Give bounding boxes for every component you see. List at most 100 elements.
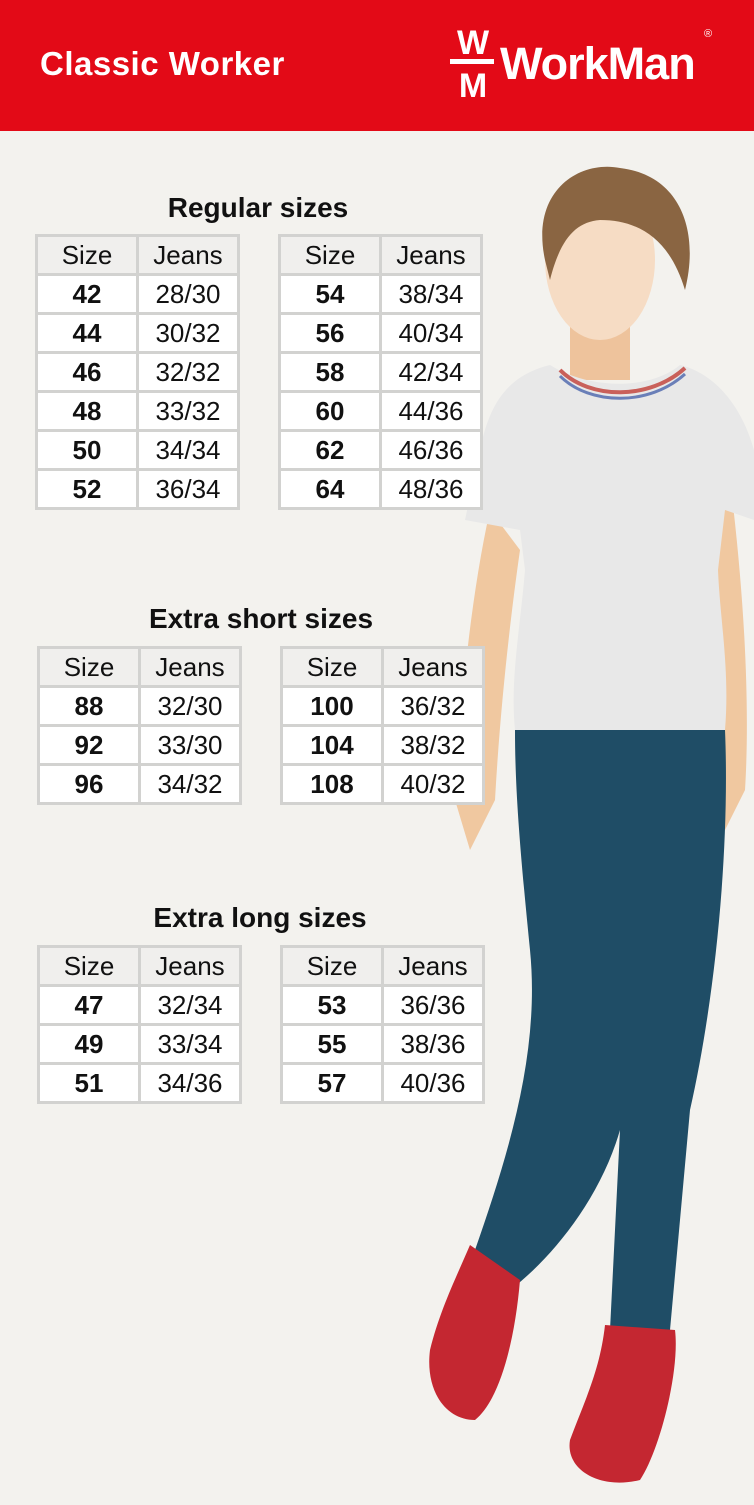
section-title-extra-short: Extra short sizes — [148, 603, 374, 634]
table-row: 54 38/34 — [278, 273, 483, 315]
size-cell: 42 — [35, 273, 139, 315]
size-column-header: Size — [37, 646, 141, 688]
table-row: 53 36/36 — [280, 984, 485, 1026]
table-row: 44 30/32 — [35, 312, 240, 354]
jeans-size-cell: 42/34 — [379, 351, 483, 393]
size-table-regular-2: Size Jeans 54 38/34 56 40/34 58 42/34 60 44/36 62 4… — [278, 234, 483, 510]
size-table-extra-short-1: Size Jeans 88 32/30 92 33/30 96 34/32 — [37, 646, 242, 805]
jeans-size-cell: 33/32 — [136, 390, 240, 432]
table-header-row: Size Jeans — [278, 234, 483, 276]
size-cell: 53 — [280, 984, 384, 1026]
table-row: 47 32/34 — [37, 984, 242, 1026]
size-cell: 44 — [35, 312, 139, 354]
size-column-header: Size — [278, 234, 382, 276]
table-row: 92 33/30 — [37, 724, 242, 766]
size-cell: 62 — [278, 429, 382, 471]
size-cell: 96 — [37, 763, 141, 805]
table-row: 104 38/32 — [280, 724, 485, 766]
table-row: 48 33/32 — [35, 390, 240, 432]
size-cell: 48 — [35, 390, 139, 432]
table-row: 64 48/36 — [278, 468, 483, 510]
jeans-column-header: Jeans — [136, 234, 240, 276]
table-header-row: Size Jeans — [280, 945, 485, 987]
size-cell: 49 — [37, 1023, 141, 1065]
jeans-size-cell: 44/36 — [379, 390, 483, 432]
size-table-extra-short-2: Size Jeans 100 36/32 104 38/32 108 40/32 — [280, 646, 485, 805]
jeans-size-cell: 38/36 — [381, 1023, 485, 1065]
jeans-size-cell: 33/34 — [138, 1023, 242, 1065]
size-cell: 108 — [280, 763, 384, 805]
man-illustration — [400, 150, 754, 1500]
table-row: 49 33/34 — [37, 1023, 242, 1065]
jeans-size-cell: 30/32 — [136, 312, 240, 354]
size-column-header: Size — [35, 234, 139, 276]
size-cell: 50 — [35, 429, 139, 471]
size-cell: 92 — [37, 724, 141, 766]
jeans-size-cell: 36/32 — [381, 685, 485, 727]
table-row: 58 42/34 — [278, 351, 483, 393]
table-row: 100 36/32 — [280, 685, 485, 727]
jeans-size-cell: 36/34 — [136, 468, 240, 510]
size-cell: 55 — [280, 1023, 384, 1065]
size-cell: 58 — [278, 351, 382, 393]
jeans-size-cell: 48/36 — [379, 468, 483, 510]
size-column-header: Size — [280, 646, 384, 688]
table-row: 50 34/34 — [35, 429, 240, 471]
jeans-size-cell: 32/32 — [136, 351, 240, 393]
logo-text: WorkMan — [500, 38, 696, 89]
table-row: 46 32/32 — [35, 351, 240, 393]
table-row: 57 40/36 — [280, 1062, 485, 1104]
table-row: 88 32/30 — [37, 685, 242, 727]
size-cell: 46 — [35, 351, 139, 393]
table-header-row: Size Jeans — [37, 945, 242, 987]
svg-text:M: M — [459, 67, 487, 100]
size-column-header: Size — [280, 945, 384, 987]
svg-text:W: W — [457, 24, 490, 62]
size-table-extra-long-2: Size Jeans 53 36/36 55 38/36 57 40/36 — [280, 945, 485, 1104]
jeans-size-cell: 36/36 — [381, 984, 485, 1026]
size-cell: 56 — [278, 312, 382, 354]
size-cell: 51 — [37, 1062, 141, 1104]
jeans-column-header: Jeans — [381, 945, 485, 987]
table-header-row: Size Jeans — [280, 646, 485, 688]
jeans-size-cell: 40/34 — [379, 312, 483, 354]
jeans-size-cell: 34/36 — [138, 1062, 242, 1104]
jeans-column-header: Jeans — [379, 234, 483, 276]
jeans-size-cell: 38/34 — [379, 273, 483, 315]
size-cell: 60 — [278, 390, 382, 432]
jeans-column-header: Jeans — [138, 646, 242, 688]
size-cell: 104 — [280, 724, 384, 766]
jeans-size-cell: 46/36 — [379, 429, 483, 471]
size-cell: 52 — [35, 468, 139, 510]
table-header-row: Size Jeans — [37, 646, 242, 688]
wm-logo-icon: W M — [450, 24, 494, 105]
jeans-size-cell: 32/30 — [138, 685, 242, 727]
size-cell: 47 — [37, 984, 141, 1026]
table-row: 56 40/34 — [278, 312, 483, 354]
size-table-extra-long-1: Size Jeans 47 32/34 49 33/34 51 34/36 — [37, 945, 242, 1104]
jeans-size-cell: 38/32 — [381, 724, 485, 766]
jeans-column-header: Jeans — [381, 646, 485, 688]
size-cell: 64 — [278, 468, 382, 510]
table-row: 108 40/32 — [280, 763, 485, 805]
table-row: 96 34/32 — [37, 763, 242, 805]
section-title-regular: Regular sizes — [167, 192, 349, 223]
table-header-row: Size Jeans — [35, 234, 240, 276]
table-row: 52 36/34 — [35, 468, 240, 510]
size-table-regular-1: Size Jeans 42 28/30 44 30/32 46 32/32 48 33/32 50 3… — [35, 234, 240, 510]
size-cell: 57 — [280, 1062, 384, 1104]
jeans-size-cell: 32/34 — [138, 984, 242, 1026]
size-cell: 88 — [37, 685, 141, 727]
jeans-size-cell: 34/32 — [138, 763, 242, 805]
size-column-header: Size — [37, 945, 141, 987]
jeans-size-cell: 40/36 — [381, 1062, 485, 1104]
jeans-size-cell: 28/30 — [136, 273, 240, 315]
size-cell: 100 — [280, 685, 384, 727]
jeans-size-cell: 34/34 — [136, 429, 240, 471]
table-row: 62 46/36 — [278, 429, 483, 471]
jeans-size-cell: 33/30 — [138, 724, 242, 766]
jeans-size-cell: 40/32 — [381, 763, 485, 805]
size-cell: 54 — [278, 273, 382, 315]
table-row: 42 28/30 — [35, 273, 240, 315]
section-title-extra-long: Extra long sizes — [153, 902, 367, 933]
